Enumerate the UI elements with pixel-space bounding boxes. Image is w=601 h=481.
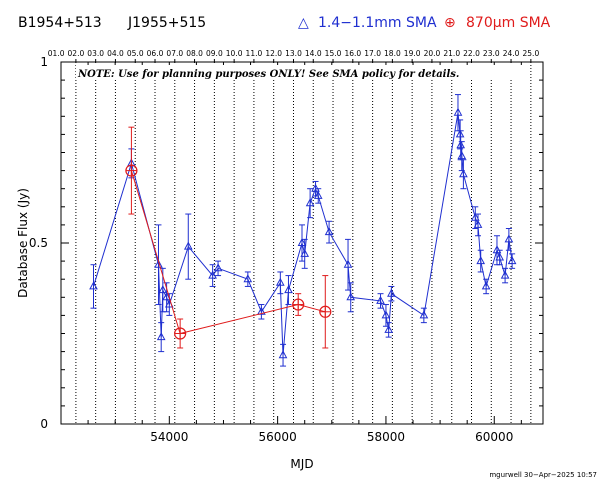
data-point-triangle [419,310,429,319]
top-year-label: 16.0 [344,49,361,58]
year-grid [75,59,532,424]
data-point-triangle [284,285,293,294]
series-blue [89,94,517,367]
data-point-triangle [213,263,223,272]
data-point-triangle [495,252,505,261]
data-point-triangle [346,292,356,301]
data-point-triangle [300,248,310,257]
top-year-label: 04.0 [107,49,124,58]
data-point-triangle [507,256,517,265]
data-point-triangle [376,295,385,304]
top-year-label: 07.0 [166,49,183,58]
top-year-label: 19.0 [404,49,421,58]
alt-source-name: J1955+515 [127,15,206,31]
top-year-label: 10.0 [226,49,243,58]
legend-blue-label: 1.4−1.1mm SMA [318,15,437,31]
top-year-labels: 01.0 02.0 03.0 04.0 05.0 06.0 07.0 08.0 09.0 10.0… [48,49,540,58]
data-point-circle-plus [292,298,305,311]
data-point-triangle [162,292,171,301]
data-point-circle-plus [125,164,138,177]
data-point-triangle [470,212,480,221]
data-point-triangle [324,227,334,236]
top-year-label: 08.0 [186,49,203,58]
legend-red-label: 870μm SMA [466,15,551,31]
data-point-triangle [381,310,391,319]
top-year-label: 23.0 [483,49,500,58]
data-point-triangle [183,241,193,250]
data-point-triangle [481,281,491,290]
top-year-label: 20.0 [424,49,441,58]
top-year-label: 14.0 [305,49,322,58]
data-point-triangle [311,183,320,192]
x-tick-label: 56000 [259,430,297,444]
top-year-label: 11.0 [246,49,263,58]
top-year-label: 06.0 [147,49,164,58]
data-point-triangle [492,245,502,254]
series-line [130,170,326,335]
data-point-triangle [500,270,510,279]
series-red [125,126,332,349]
data-point-triangle [456,140,466,149]
data-point-triangle [473,219,483,228]
credit-line: mgurwell 30−Apr−2025 10:57 [489,471,597,479]
y-axis-ticks: 00.51 [29,55,543,431]
planning-note: NOTE: Use for planning purposes ONLY! Se… [77,69,459,80]
x-tick-label: 54000 [150,430,188,444]
source-name: B1954+513 [18,15,102,31]
data-point-triangle [257,306,266,315]
data-point-triangle [459,169,468,178]
data-point-triangle [158,285,168,294]
top-year-label: 25.0 [523,49,540,58]
top-year-label: 13.0 [285,49,302,58]
data-point-triangle [89,281,98,290]
top-year-label: 12.0 [265,49,282,58]
top-year-label: 18.0 [384,49,401,58]
top-year-label: 17.0 [364,49,381,58]
data-point-triangle [457,151,467,160]
data-point-triangle [387,288,396,297]
x-axis-ticks: 54000 56000 58000 60000 [87,62,522,444]
x-axis-title: MJD [290,457,313,471]
legend-red-symbol: ⊕ [444,15,456,31]
data-point-triangle [455,129,465,138]
data-point-triangle [313,190,323,199]
top-year-label: 03.0 [87,49,104,58]
x-tick-label: 58000 [367,430,405,444]
y-tick-label: 0.5 [29,236,48,250]
note-background [76,65,524,80]
data-point-triangle [343,259,353,268]
top-year-label: 01.0 [48,49,65,58]
data-point-triangle [275,277,285,286]
data-point-triangle [156,332,166,341]
y-axis-title: Database Flux (Jy) [16,188,30,298]
top-year-label: 15.0 [325,49,342,58]
top-year-label: 21.0 [443,49,460,58]
y-tick-label: 0 [40,417,48,431]
data-point-circle-plus [319,305,332,318]
data-point-triangle [305,198,315,207]
legend-blue-symbol: △ [298,15,309,31]
data-point-circle-plus [174,327,187,340]
data-point-triangle [208,270,217,279]
series-line [93,112,513,356]
top-year-label: 02.0 [68,49,85,58]
top-year-label: 05.0 [127,49,144,58]
data-point-triangle [476,256,486,265]
y-tick-label: 1 [40,55,48,69]
data-point-triangle [297,237,307,246]
data-point-triangle [243,274,253,283]
data-point-triangle [154,259,163,268]
data-point-triangle [453,107,463,116]
data-point-triangle [384,324,394,333]
top-year-label: 24.0 [503,49,520,58]
top-year-label: 09.0 [206,49,223,58]
data-point-triangle [278,350,288,359]
top-year-label: 22.0 [463,49,480,58]
x-tick-label: 60000 [475,430,513,444]
data-point-triangle [504,234,514,243]
series-layer [89,94,517,367]
